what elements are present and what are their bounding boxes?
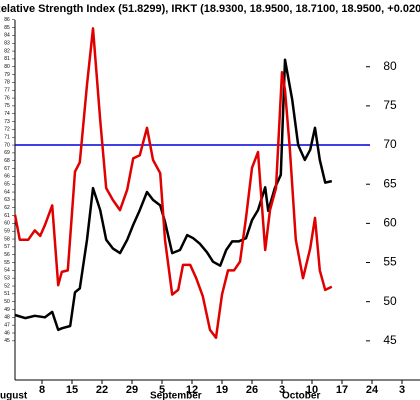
left-tick-label: 55	[4, 260, 10, 266]
left-tick-label: 62	[4, 205, 10, 211]
left-tick-label: 75	[4, 103, 10, 109]
y-tick-label: 45	[383, 333, 397, 347]
left-tick-label: 68	[4, 158, 10, 164]
y-tick-label: 50	[383, 294, 397, 308]
left-tick-label: 63	[4, 197, 10, 203]
left-tick-label: 61	[4, 213, 10, 219]
y-tick-label: 65	[383, 176, 397, 190]
y-tick-label: 75	[383, 98, 397, 112]
y-tick-label: 70	[383, 137, 397, 151]
left-tick-label: 69	[4, 150, 10, 156]
rsi-line	[13, 27, 333, 339]
left-tick-label: 50	[4, 299, 10, 305]
left-tick-label: 77	[4, 88, 10, 94]
left-tick-label: 85	[4, 25, 10, 31]
month-label: ugust	[0, 391, 28, 400]
left-tick-label: 59	[4, 229, 10, 235]
left-tick-label: 49	[4, 307, 10, 313]
left-tick-label: 73	[4, 119, 10, 125]
x-tick-label: 24	[366, 384, 379, 396]
left-tick-label: 74	[4, 111, 10, 117]
x-tick-label: 8	[39, 384, 45, 396]
left-tick-label: 52	[4, 283, 10, 289]
left-tick-label: 70	[4, 142, 10, 148]
x-tick-label: 15	[66, 384, 78, 396]
y-tick-label: 80	[383, 59, 397, 73]
left-tick-label: 82	[4, 48, 10, 54]
left-tick-label: 65	[4, 182, 10, 188]
x-tick-label: 5	[159, 384, 165, 396]
left-tick-label: 53	[4, 276, 10, 282]
month-label: October	[282, 391, 320, 400]
left-tick-label: 45	[4, 338, 10, 344]
left-tick-label: 76	[4, 95, 10, 101]
left-tick-label: 56	[4, 252, 10, 258]
x-tick-label: 3	[399, 384, 405, 396]
left-tick-label: 64	[4, 189, 10, 195]
left-tick-label: 72	[4, 127, 10, 133]
x-tick-label: 17	[336, 384, 348, 396]
x-tick-label: 29	[126, 384, 138, 396]
left-tick-label: 78	[4, 80, 10, 86]
month-label: September	[150, 391, 202, 400]
left-tick-label: 57	[4, 244, 10, 250]
left-tick-label: 46	[4, 330, 10, 336]
x-tick-label: 26	[246, 384, 258, 396]
x-tick-label: 10	[306, 384, 318, 396]
left-tick-label: 84	[4, 33, 10, 39]
left-tick-label: 67	[4, 166, 10, 172]
left-tick-label: 71	[4, 135, 10, 141]
left-tick-label: 60	[4, 221, 10, 227]
left-tick-label: 47	[4, 323, 10, 329]
left-tick-label: 66	[4, 174, 10, 180]
left-tick-label: 79	[4, 72, 10, 78]
y-tick-label: 60	[383, 216, 397, 230]
left-tick-label: 51	[4, 291, 10, 297]
left-tick-label: 86	[4, 17, 10, 23]
x-tick-label: 22	[96, 384, 108, 396]
left-tick-label: 54	[4, 268, 10, 274]
chart-title: Relative Strength Index (51.8299), IRKT …	[0, 3, 420, 15]
left-tick-label: 58	[4, 236, 10, 242]
left-tick-label: 81	[4, 56, 10, 62]
x-tick-label: 12	[186, 384, 198, 396]
left-tick-label: 83	[4, 41, 10, 47]
left-tick-label: 80	[4, 64, 10, 70]
x-tick-label: 19	[216, 384, 228, 396]
left-tick-label: 48	[4, 315, 10, 321]
y-tick-label: 55	[383, 255, 397, 269]
x-tick-label: 3	[279, 384, 285, 396]
